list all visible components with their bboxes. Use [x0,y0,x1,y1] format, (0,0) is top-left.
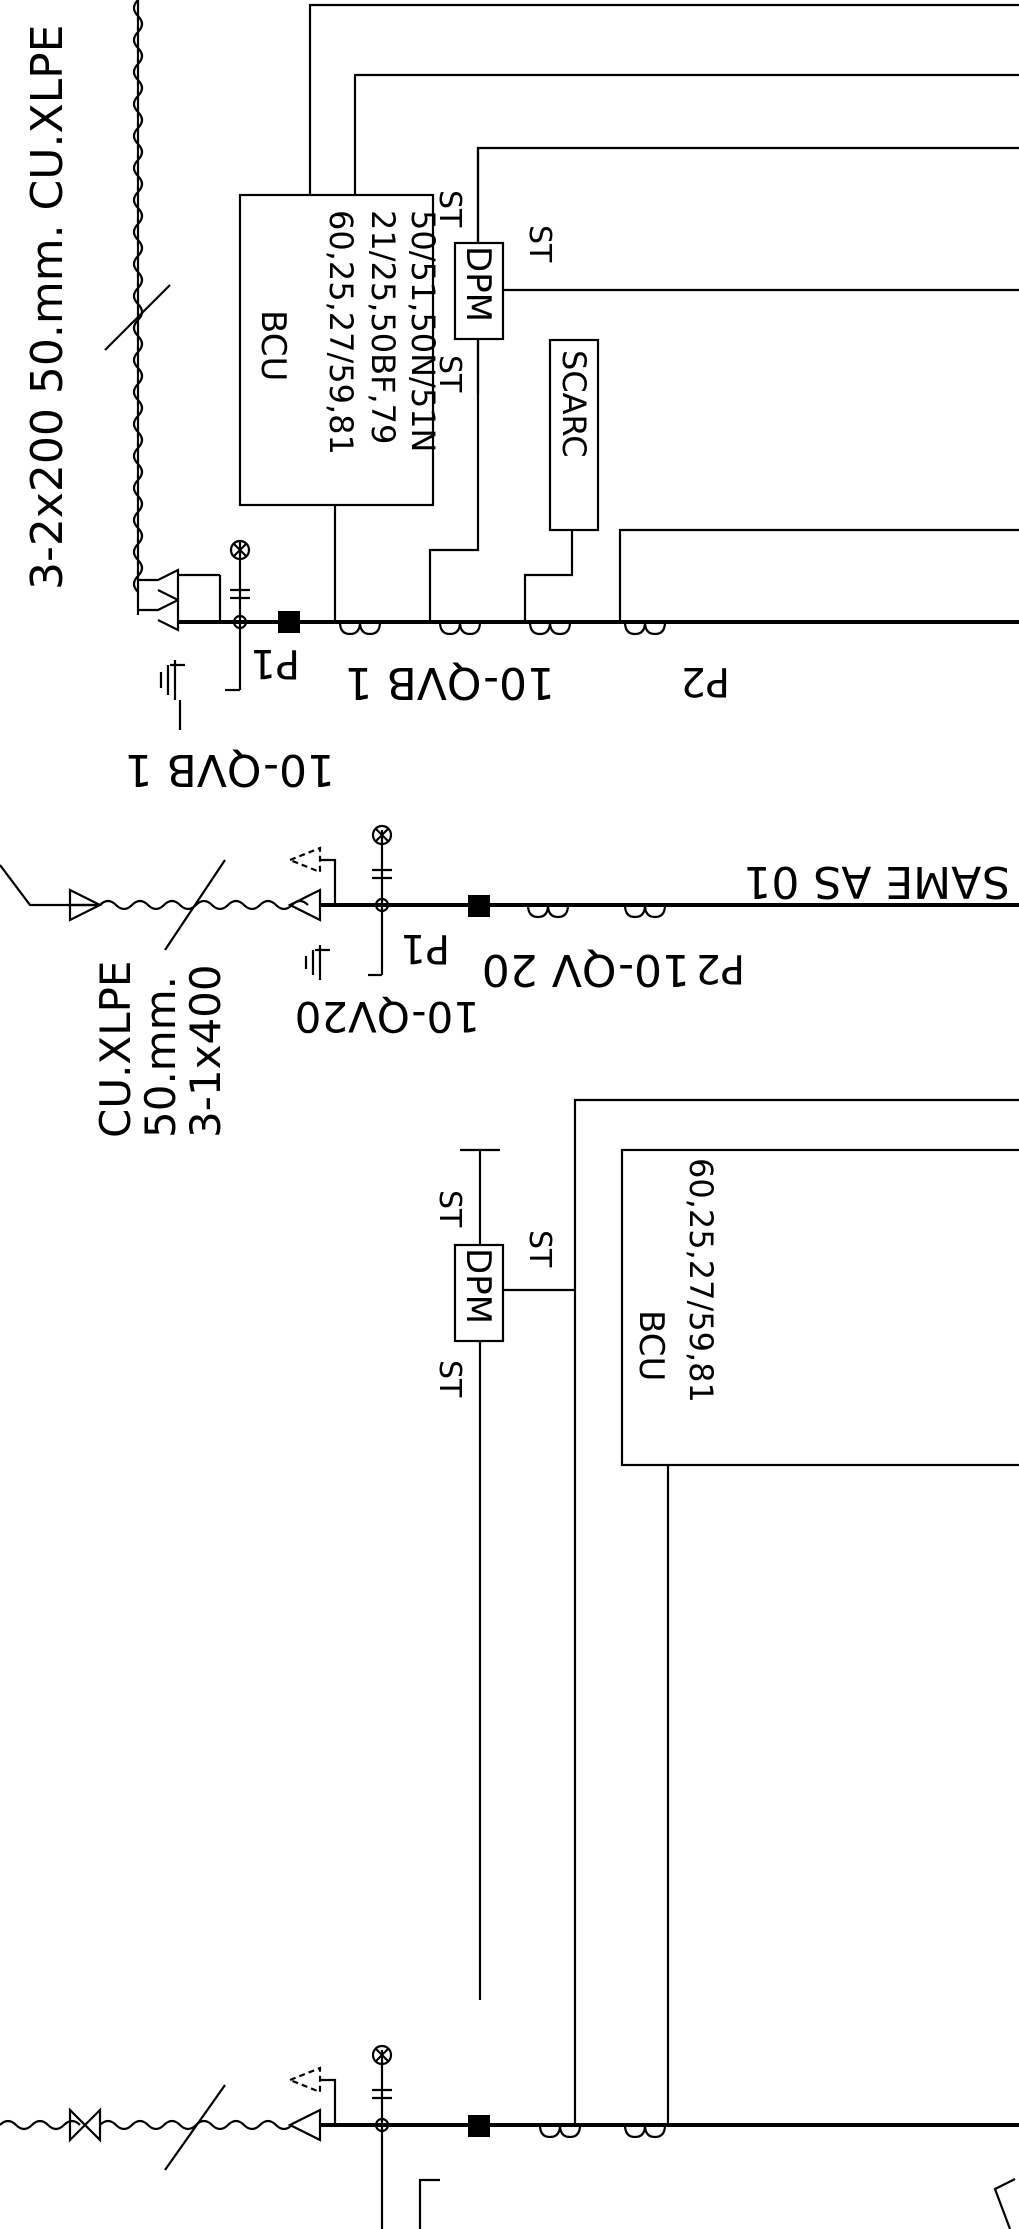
wire-ct4-top [618,528,1019,622]
same-as-label: SAME AS 01 [743,856,1010,907]
cable-wave-mid [99,899,309,911]
ground-icon-mid [304,945,330,980]
wire-bcu-top-2 [353,73,1019,195]
termination-top-2 [138,598,180,632]
cable-label-mid-2: 50.mm. [136,976,185,1138]
cable-label-top: 3-2x200 50.mm. CU.XLPE [22,25,73,590]
p1-label-top: P1 [250,640,300,686]
cable-slash-top [104,284,171,351]
dpm-label-bottom: DPM [458,1248,498,1324]
bcu-top-line2: 21/25,50BF,79 [364,210,402,444]
cable-wave-top [132,0,144,593]
wire-bottom-1 [573,1098,1019,2125]
p2-label-mid: P2 [695,945,745,991]
dpm-label-top: DPM [458,246,498,322]
p1-marker-top [278,611,300,633]
cable-wave-bottom [0,2107,293,2143]
vt-circle-top [229,539,251,561]
ct-1-top [338,621,382,636]
cable-label-mid-1: CU.XLPE [91,961,140,1138]
wire-bcu-top-1 [308,3,1019,195]
scarc-box [548,338,600,532]
bus-label-mid-b: 10-QV20 [295,992,480,1041]
wire-ct3-top [523,530,574,622]
st-label-bottom-2: ST [432,1360,467,1398]
cable-label-mid-3: 3-1x400 [181,964,230,1138]
bcu-top-line1: 50/51,50N/51N [404,210,442,452]
ct-2-top [438,621,482,636]
bcu-bottom-line1: 60,25,27/59,81 [682,1158,720,1403]
ground-icon-top [159,660,185,730]
termination-top-1 [138,568,180,602]
dpm-box-top [453,241,505,341]
bcu-bottom-title: BCU [631,1310,671,1381]
bcu-box-top [238,193,435,507]
bus-label-mid: 10-QV 20 [482,944,690,995]
dpm-box-bottom [453,1243,505,1343]
junction-top [232,614,248,630]
ct-3-top [528,621,572,636]
termination-mid-left [68,888,103,922]
cable-entry-mid [0,864,100,907]
p1-marker-mid [468,895,490,917]
ct-4-top [623,621,667,636]
bus-label-top-a: 10-QVB 1 [345,657,555,708]
bcu-top-line3: 60,25,27/59,81 [322,210,360,455]
p1-label-mid: P1 [400,925,450,971]
st-label-top-1: ST [432,190,467,228]
st-label-bottom-3: ST [522,1230,557,1268]
termination-mid-right [287,888,322,922]
bcu-box-bottom [620,1148,1019,1467]
bcu-top-title: BCU [253,310,293,381]
termination-mid-dashed [287,846,322,874]
st-label-top-2: ST [432,355,467,393]
scarc-label: SCARC [555,350,593,458]
st-label-top-3: ST [522,225,557,263]
bus-label-top-b: 10-QVB 1 [125,744,335,795]
st-label-bottom-1: ST [432,1190,467,1228]
wire-ct2-top [428,146,1019,622]
cable-slash-mid [164,859,226,951]
p2-label-top: P2 [680,658,730,704]
